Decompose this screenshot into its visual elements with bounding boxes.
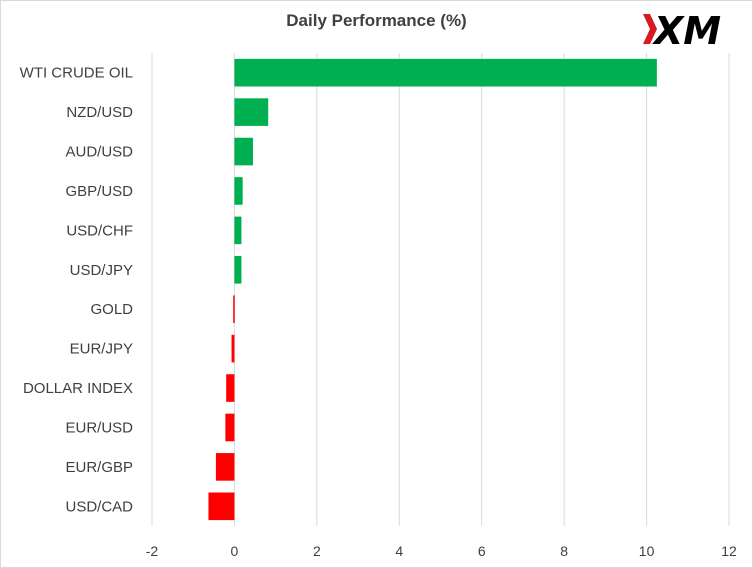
x-tick-label: 2 — [313, 543, 321, 559]
bar — [234, 58, 657, 87]
category-label: USD/CAD — [65, 498, 133, 515]
bar — [231, 334, 235, 363]
bar — [234, 98, 269, 126]
category-label: EUR/USD — [65, 419, 133, 436]
x-tick-label: 10 — [639, 543, 655, 559]
chart-title: Daily Performance (%) — [286, 11, 467, 30]
xm-logo-text: XM — [652, 9, 721, 50]
category-label: USD/CHF — [66, 222, 133, 239]
x-tick-label: 4 — [395, 543, 403, 559]
x-tick-labels: -2 0 2 4 6 8 10 12 — [146, 543, 737, 559]
bar — [234, 255, 242, 284]
bar — [234, 216, 242, 245]
category-labels: WTI CRUDE OIL NZD/USD AUD/USD GBP/USD USD/CH… — [20, 65, 134, 516]
x-tick-label: 0 — [231, 543, 239, 559]
xm-logo-mark — [643, 14, 657, 44]
bar — [225, 413, 235, 442]
gridlines — [151, 53, 730, 526]
x-tick-label: 6 — [478, 543, 486, 559]
category-label: USD/JPY — [70, 262, 133, 279]
category-label: AUD/USD — [65, 144, 133, 161]
category-label: WTI CRUDE OIL — [20, 65, 133, 82]
bar — [234, 177, 243, 205]
x-tick-label: 12 — [721, 543, 737, 559]
category-label: GBP/USD — [65, 183, 133, 200]
category-label: EUR/JPY — [70, 341, 133, 358]
category-label: GOLD — [90, 301, 133, 318]
x-tick-label: -2 — [146, 543, 159, 559]
bar — [226, 374, 235, 402]
category-label: EUR/GBP — [65, 459, 133, 476]
x-tick-label: 8 — [560, 543, 568, 559]
category-label: DOLLAR INDEX — [23, 380, 133, 397]
category-label: NZD/USD — [66, 104, 133, 121]
bar — [234, 137, 253, 166]
bar — [208, 492, 235, 521]
bar — [215, 453, 235, 481]
xm-logo: XM — [640, 8, 742, 55]
bars — [208, 58, 657, 521]
bar — [233, 295, 235, 324]
